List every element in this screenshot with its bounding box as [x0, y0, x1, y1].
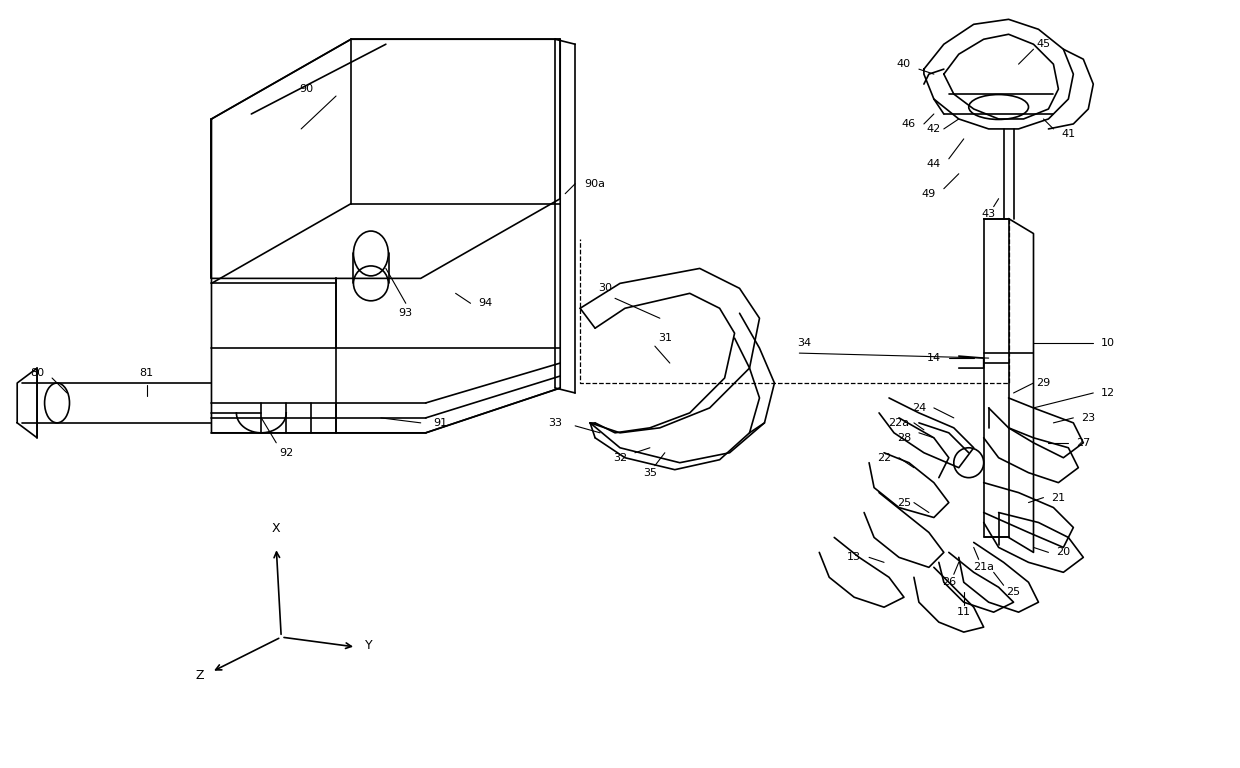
- Text: 34: 34: [797, 338, 811, 348]
- Text: 26: 26: [941, 578, 956, 588]
- Text: 80: 80: [30, 368, 45, 378]
- Text: 49: 49: [921, 189, 936, 199]
- Text: X: X: [272, 522, 280, 535]
- Text: 46: 46: [901, 119, 916, 129]
- Text: 31: 31: [658, 333, 672, 343]
- Text: 42: 42: [926, 124, 941, 134]
- Text: 12: 12: [1101, 388, 1115, 398]
- Text: 22: 22: [877, 452, 892, 463]
- Text: 13: 13: [847, 552, 861, 562]
- Text: 24: 24: [911, 403, 926, 413]
- Text: 22a: 22a: [888, 418, 910, 428]
- Text: 32: 32: [613, 452, 627, 463]
- Text: 43: 43: [982, 209, 996, 219]
- Text: 23: 23: [1081, 413, 1095, 423]
- Text: 14: 14: [926, 353, 941, 363]
- Text: 11: 11: [957, 607, 971, 617]
- Text: 25: 25: [897, 498, 911, 508]
- Text: 93: 93: [399, 308, 413, 318]
- Text: 41: 41: [1061, 129, 1075, 139]
- Text: 21a: 21a: [973, 562, 994, 572]
- Text: 10: 10: [1101, 338, 1115, 348]
- Text: 35: 35: [642, 468, 657, 478]
- Text: 25: 25: [1007, 588, 1021, 598]
- Text: 30: 30: [598, 283, 613, 293]
- Text: 90: 90: [299, 84, 314, 94]
- Text: 40: 40: [897, 59, 911, 69]
- Text: 90a: 90a: [584, 179, 605, 189]
- Text: 33: 33: [548, 418, 562, 428]
- Text: 27: 27: [1076, 438, 1090, 448]
- Text: 20: 20: [1056, 548, 1070, 558]
- Text: 45: 45: [1037, 39, 1050, 49]
- Text: 44: 44: [926, 159, 941, 169]
- Text: 94: 94: [479, 298, 492, 308]
- Text: Y: Y: [365, 639, 373, 652]
- Text: 81: 81: [140, 368, 154, 378]
- Text: Z: Z: [195, 669, 203, 682]
- Text: 28: 28: [897, 433, 911, 443]
- Text: 92: 92: [279, 448, 294, 458]
- Text: 21: 21: [1052, 492, 1065, 502]
- Text: 29: 29: [1037, 378, 1050, 388]
- Text: 91: 91: [434, 418, 448, 428]
